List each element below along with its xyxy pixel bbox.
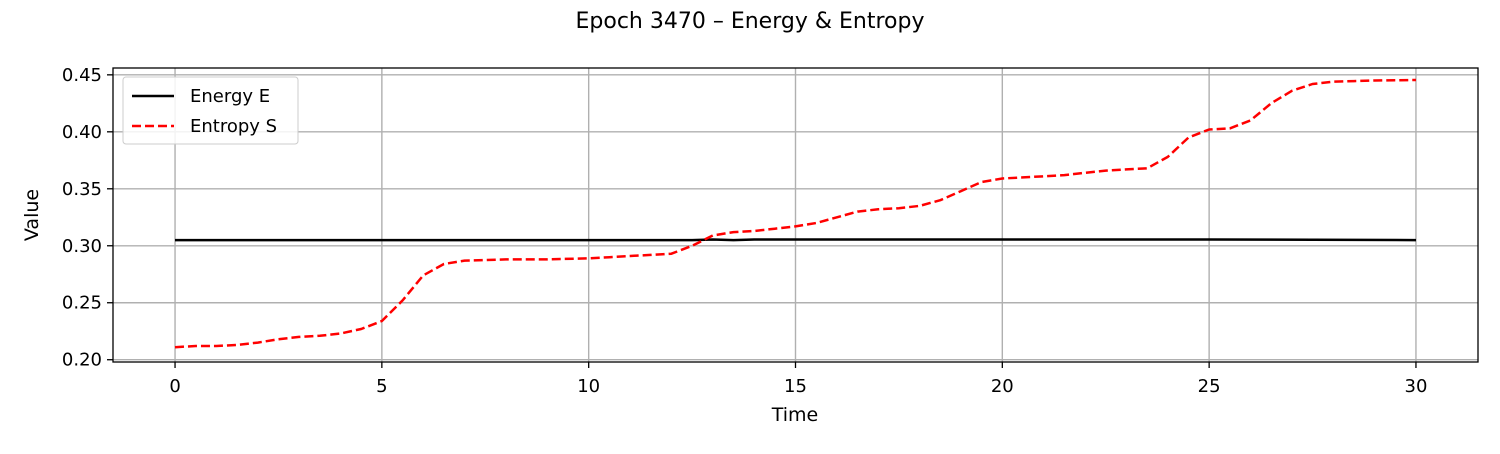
y-tick-label: 0.20	[62, 350, 102, 371]
grid-lines	[113, 68, 1478, 362]
legend-label-energy: Energy E	[190, 86, 270, 107]
x-tick-label: 5	[376, 376, 387, 397]
legend-label-entropy: Entropy S	[190, 116, 277, 137]
x-tick-label: 30	[1405, 376, 1428, 397]
series-lines	[174, 78, 1417, 349]
x-tick-label: 0	[169, 376, 180, 397]
y-tick-label: 0.45	[62, 65, 102, 86]
x-tick-label: 10	[577, 376, 600, 397]
y-tick-label: 0.30	[62, 236, 102, 257]
x-tick-label: 15	[784, 376, 807, 397]
legend: Energy E Entropy S	[122, 76, 299, 145]
series-line-energy-e	[175, 238, 1417, 242]
y-axis-label: Value	[21, 189, 43, 241]
x-axis-label: Time	[771, 404, 819, 426]
x-tick-label: 20	[991, 376, 1014, 397]
x-tick-label: 25	[1198, 376, 1221, 397]
chart-title: Epoch 3470 – Energy & Entropy	[576, 9, 925, 34]
y-axis-ticks: 0.20 0.25 0.30 0.35 0.40 0.45	[62, 65, 113, 371]
y-tick-label: 0.25	[62, 293, 102, 314]
y-tick-label: 0.40	[62, 122, 102, 143]
x-axis-ticks: 0 5 10 15 20 25 30	[169, 362, 1427, 397]
y-tick-label: 0.35	[62, 179, 102, 200]
series-line-entropy-s	[174, 78, 1417, 349]
